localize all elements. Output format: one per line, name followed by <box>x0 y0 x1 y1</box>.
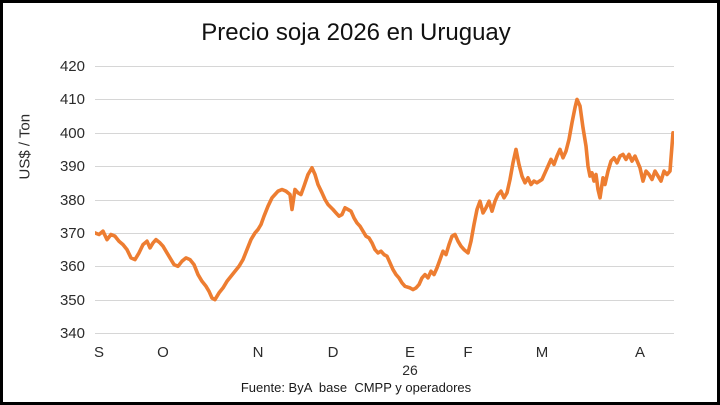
y-tick-370: 370 <box>59 224 85 242</box>
price-line-plot <box>95 97 674 302</box>
x-tick-S: S <box>93 344 104 361</box>
y-tick-340: 340 <box>59 325 85 342</box>
y-tick-390: 390 <box>59 158 85 176</box>
y-tick-410: 410 <box>59 91 85 109</box>
x-tick-O: O <box>157 344 169 361</box>
y-axis-title: US$ / Ton <box>16 113 34 180</box>
x-tick-M: M <box>535 344 549 361</box>
y-tick-420: 420 <box>59 58 85 75</box>
gridline-350 <box>95 299 674 301</box>
chart-title: Precio soja 2026 en Uruguay <box>201 19 511 46</box>
y-tick-380: 380 <box>59 191 85 209</box>
source-caption: Fuente: ByA base CMPP y operadores <box>240 380 472 395</box>
gridline-400 <box>95 132 674 134</box>
x-tick-F: F <box>463 344 473 361</box>
gridline-360 <box>95 266 674 268</box>
x-tick-A: A <box>634 344 645 361</box>
gridline-410 <box>95 99 674 101</box>
gridline-420 <box>95 66 674 67</box>
gridline-390 <box>95 166 674 168</box>
gridline-340 <box>95 333 674 334</box>
gridline-380 <box>95 199 674 201</box>
gridline-370 <box>95 232 674 234</box>
y-tick-350: 350 <box>59 291 85 309</box>
x-tick-D: D <box>327 344 339 361</box>
price-line-series <box>95 97 674 302</box>
x-axis-year-label: 26 <box>402 362 418 378</box>
y-tick-360: 360 <box>59 258 85 276</box>
x-tick-E: E <box>404 344 415 361</box>
y-tick-400: 400 <box>59 124 85 142</box>
x-tick-N: N <box>252 344 264 361</box>
